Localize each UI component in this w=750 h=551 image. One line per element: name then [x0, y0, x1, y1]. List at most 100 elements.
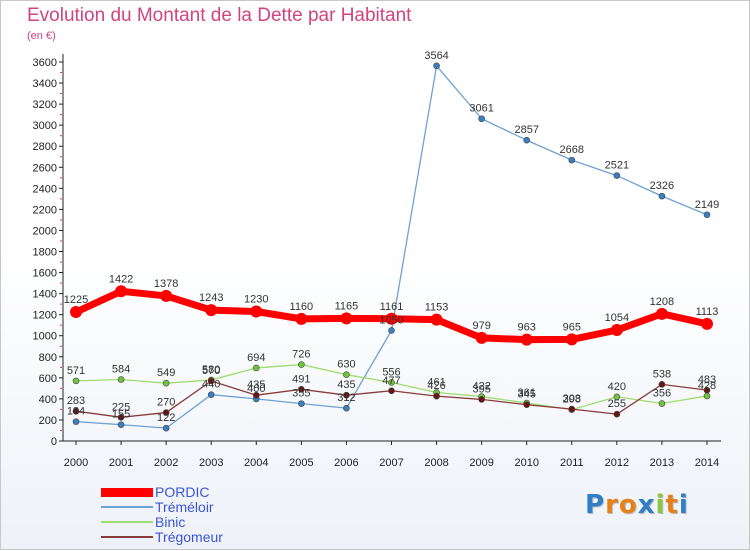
- x-tick-label: 2010: [514, 457, 538, 469]
- data-label: 345: [518, 389, 536, 401]
- y-tick-label: 2000: [33, 225, 57, 237]
- data-point: [523, 136, 531, 144]
- y-tick-label: 200: [39, 415, 57, 427]
- data-label: 426: [427, 380, 445, 392]
- x-tick-label: 2004: [244, 457, 268, 469]
- data-label: 483: [698, 374, 716, 386]
- data-label: 477: [382, 375, 400, 387]
- data-label: 2857: [514, 124, 538, 136]
- x-tick-label: 2014: [695, 457, 719, 469]
- y-tick-label: 3600: [33, 57, 57, 69]
- data-point: [388, 387, 395, 395]
- data-label: 1422: [109, 273, 133, 285]
- legend-swatch: [101, 521, 153, 523]
- data-point: [250, 305, 263, 318]
- data-label: 549: [157, 367, 175, 379]
- data-label: 963: [518, 322, 536, 334]
- series-0: [70, 285, 713, 346]
- data-label: 356: [653, 388, 671, 400]
- data-label: 1378: [154, 278, 178, 290]
- y-tick-label: 2200: [33, 204, 57, 216]
- y-tick-label: 2400: [33, 183, 57, 195]
- legend-item: Tréméloir: [101, 499, 301, 515]
- logo-letter: x: [637, 490, 656, 520]
- data-label: 122: [157, 412, 175, 424]
- data-point: [162, 409, 170, 416]
- y-tick-label: 1800: [33, 247, 57, 259]
- logo-letter: P: [585, 490, 606, 520]
- data-label: 440: [202, 379, 220, 391]
- data-point: [568, 405, 576, 413]
- data-label: 584: [112, 364, 130, 376]
- y-tick-label: 2600: [33, 162, 57, 174]
- y-tick-label: 400: [39, 394, 57, 406]
- logo-letter: i: [678, 490, 689, 520]
- data-label: 270: [157, 397, 175, 409]
- y-tick-label: 1200: [33, 310, 57, 322]
- data-point: [298, 361, 305, 368]
- data-point: [565, 333, 578, 346]
- y-tick-label: 0: [51, 436, 57, 448]
- data-point: [613, 172, 621, 179]
- data-label: 1054: [605, 312, 629, 324]
- data-label: 361: [518, 387, 536, 399]
- data-point: [162, 379, 170, 387]
- data-point: [205, 304, 218, 317]
- data-point: [115, 285, 128, 298]
- legend-item: PORDIC: [101, 484, 301, 500]
- logo-letter: i: [655, 490, 666, 520]
- x-tick-label: 2002: [154, 457, 178, 469]
- data-label: 435: [337, 379, 355, 391]
- data-label: 1113: [696, 306, 719, 318]
- legend-swatch: [101, 488, 153, 497]
- data-label: 1161: [380, 301, 404, 313]
- data-label: 2326: [650, 180, 674, 192]
- x-tick-label: 2008: [424, 457, 448, 469]
- data-point: [72, 407, 80, 415]
- y-tick-label: 3000: [33, 120, 57, 132]
- data-label: 630: [337, 359, 355, 371]
- data-point: [298, 400, 305, 407]
- data-point: [703, 392, 711, 400]
- data-label: 184: [67, 406, 85, 418]
- data-label: 428: [698, 380, 716, 392]
- data-point: [343, 391, 350, 399]
- legend-label: PORDIC: [155, 484, 210, 500]
- data-label: 1230: [244, 294, 268, 306]
- y-tick-label: 3200: [33, 99, 57, 111]
- legend-label: Tréméloir: [155, 499, 214, 515]
- data-point: [478, 115, 485, 123]
- data-point: [430, 313, 443, 326]
- data-point: [568, 156, 576, 164]
- data-label: 580: [202, 364, 220, 376]
- proxiti-logo[interactable]: Proxiti: [585, 490, 689, 520]
- data-label: 461: [427, 376, 445, 388]
- data-point: [478, 396, 485, 403]
- data-label: 255: [608, 398, 626, 410]
- logo-letter: o: [618, 490, 638, 520]
- logo-letter: r: [605, 490, 619, 520]
- data-label: 155: [112, 409, 130, 421]
- data-label: 556: [382, 366, 400, 378]
- data-label: 303: [563, 393, 581, 405]
- data-point: [72, 418, 80, 425]
- data-point: [117, 421, 125, 428]
- chart-legend: PORDIC Tréméloir Binic Trégomeur: [101, 484, 301, 545]
- data-label: 283: [67, 395, 85, 407]
- data-label: 420: [608, 381, 626, 393]
- data-point: [658, 381, 666, 388]
- data-point: [388, 327, 395, 334]
- data-point: [523, 401, 531, 408]
- data-label: 965: [563, 321, 581, 333]
- data-label: 2149: [695, 199, 719, 211]
- data-label: 312: [337, 392, 355, 404]
- data-label: 2668: [560, 144, 584, 156]
- data-label: 1208: [650, 296, 674, 308]
- y-tick-label: 1400: [33, 289, 57, 301]
- data-label: 538: [653, 368, 671, 380]
- data-point: [343, 404, 350, 412]
- legend-item: Binic: [101, 514, 301, 530]
- data-label: 435: [247, 379, 265, 391]
